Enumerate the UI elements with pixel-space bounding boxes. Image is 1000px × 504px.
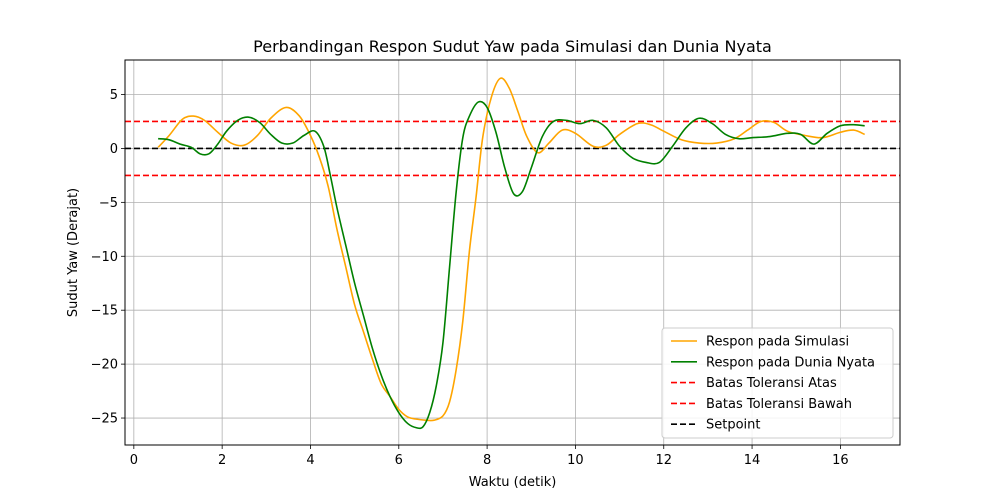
x-tick-label: 0 bbox=[130, 453, 138, 468]
y-tick-label: 0 bbox=[110, 142, 118, 157]
plot-frame bbox=[124, 59, 901, 446]
x-tick-label: 16 bbox=[832, 453, 849, 468]
x-tick-label: 14 bbox=[744, 453, 761, 468]
x-tick-label: 4 bbox=[306, 453, 314, 468]
y-tick-label: −20 bbox=[91, 358, 118, 373]
series-line-0 bbox=[157, 77, 865, 422]
y-axis-label: Sudut Yaw (Derajat) bbox=[66, 188, 81, 317]
legend-box bbox=[661, 327, 894, 439]
legend-label-2: Batas Toleransi Atas bbox=[706, 376, 837, 391]
x-axis-ticks: 0 2 4 6 8 10 12 14 16 bbox=[130, 445, 849, 468]
series-line-1 bbox=[158, 100, 865, 430]
x-tick-label: 6 bbox=[395, 453, 403, 468]
x-axis-label: Waktu (detik) bbox=[469, 475, 557, 490]
legend-label-4: Setpoint bbox=[706, 418, 761, 433]
legend-label-1: Respon pada Dunia Nyata bbox=[706, 355, 875, 370]
y-tick-label: −5 bbox=[99, 196, 118, 211]
y-axis-ticks: 5 0 −5 −10 −15 −20 −25 bbox=[91, 88, 125, 427]
x-tick-label: 2 bbox=[218, 453, 226, 468]
y-tick-label: −10 bbox=[91, 250, 118, 265]
y-tick-label: 5 bbox=[110, 88, 118, 103]
legend: Respon pada Simulasi Respon pada Dunia Ny… bbox=[661, 327, 894, 439]
x-tick-label: 12 bbox=[655, 453, 672, 468]
chart-title: Perbandingan Respon Sudut Yaw pada Simul… bbox=[253, 37, 772, 56]
y-tick-label: −25 bbox=[91, 412, 118, 427]
series-layer bbox=[125, 77, 900, 430]
x-tick-label: 8 bbox=[483, 453, 491, 468]
y-tick-label: −15 bbox=[91, 304, 118, 319]
legend-label-0: Respon pada Simulasi bbox=[706, 335, 849, 350]
legend-label-3: Batas Toleransi Bawah bbox=[706, 397, 852, 412]
x-tick-label: 10 bbox=[567, 453, 584, 468]
